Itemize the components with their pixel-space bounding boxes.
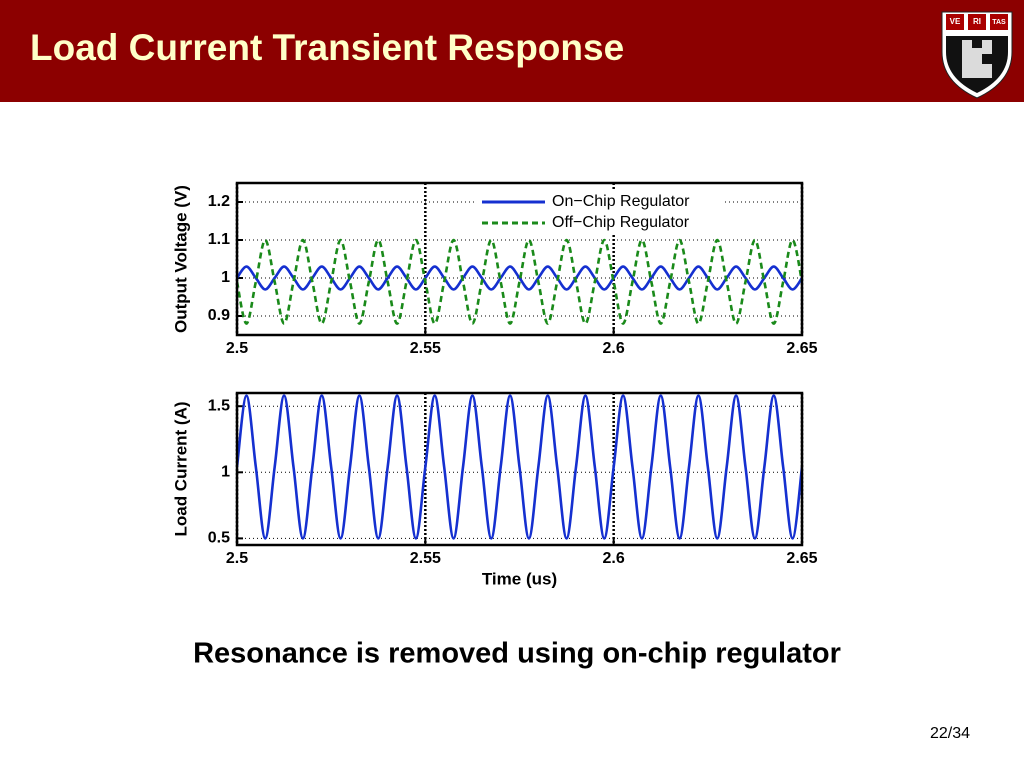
page-number: 22/34 (930, 725, 970, 742)
x-tick-label: 2.65 (786, 550, 817, 567)
data-line (237, 394, 802, 540)
x-tick-label: 2.6 (603, 340, 625, 357)
x-tick-label: 2.55 (410, 550, 441, 567)
y-tick-label: 1.5 (208, 397, 230, 414)
data-line (237, 238, 802, 325)
logo-text: RI (973, 17, 981, 26)
y-axis-label: Load Current (A) (171, 401, 190, 536)
x-tick-label: 2.6 (603, 550, 625, 567)
y-tick-label: 1.1 (208, 231, 230, 248)
x-tick-label: 2.65 (786, 340, 817, 357)
y-tick-label: 1 (221, 464, 230, 481)
y-tick-label: 0.5 (208, 530, 230, 547)
legend-label: Off−Chip Regulator (552, 214, 690, 231)
legend-box (474, 189, 724, 235)
logo-text: TAS (992, 19, 1006, 26)
plot-frame (235, 391, 804, 547)
x-tick-label: 2.5 (226, 550, 248, 567)
y-tick-label: 1 (221, 269, 230, 286)
y-tick-label: 0.9 (208, 307, 230, 324)
header-bar (0, 0, 1024, 102)
slide-title: Load Current Transient Response (30, 27, 624, 68)
logo-text: VE (950, 17, 961, 26)
plot-frame (235, 181, 804, 337)
logo: VE RI TAS (941, 11, 1013, 99)
y-axis-label: Output Voltage (V) (171, 185, 190, 333)
x-tick-label: 2.55 (410, 340, 441, 357)
caption: Resonance is removed using on-chip regul… (193, 638, 841, 670)
legend-label: On−Chip Regulator (552, 193, 690, 210)
x-tick-label: 2.5 (226, 340, 248, 357)
y-tick-label: 1.2 (208, 193, 230, 210)
x-axis-label: Time (us) (482, 569, 557, 588)
